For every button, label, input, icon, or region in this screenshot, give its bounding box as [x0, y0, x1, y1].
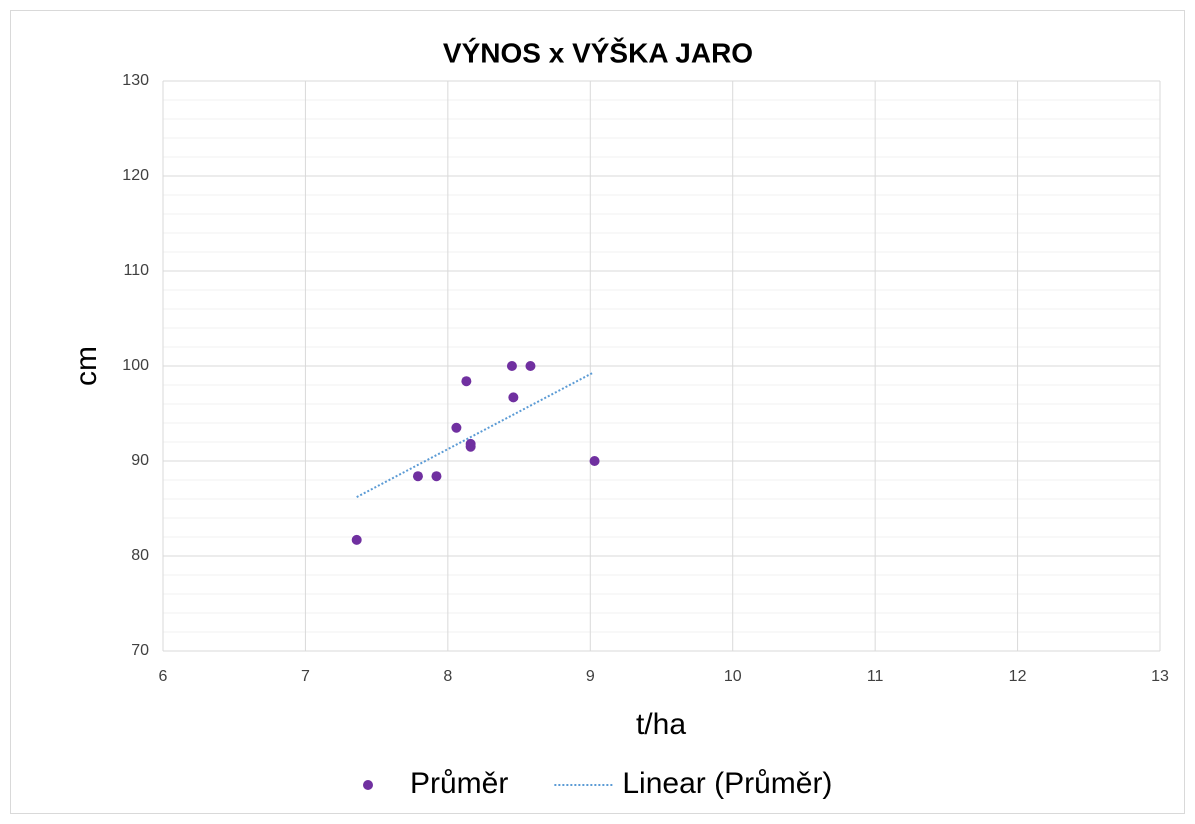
- legend-label: Linear (Průměr): [622, 767, 832, 800]
- x-tick-label: 12: [1009, 668, 1027, 685]
- y-tick-label: 90: [131, 452, 149, 469]
- legend-swatch: [363, 780, 373, 790]
- chart-border: [10, 10, 1185, 814]
- point: [351, 534, 362, 545]
- point: [508, 392, 519, 403]
- y-tick-label: 80: [131, 547, 149, 564]
- point: [431, 471, 442, 482]
- y-tick-label: 110: [123, 262, 149, 279]
- trendline: [356, 371, 594, 498]
- x-tick-label: 7: [301, 668, 310, 685]
- x-tick-label: 11: [867, 668, 884, 685]
- y-tick-label: 120: [122, 167, 149, 184]
- point: [506, 361, 517, 371]
- point: [461, 376, 472, 387]
- x-tick-label: 9: [586, 668, 595, 685]
- point: [589, 456, 600, 466]
- x-tick-label: 13: [1151, 668, 1169, 685]
- x-axis-label: t/ha: [636, 708, 686, 741]
- point: [465, 441, 476, 452]
- legend-label: Průměr: [410, 767, 508, 800]
- point: [412, 471, 423, 482]
- y-tick-label: 70: [131, 642, 149, 659]
- y-tick-label: 100: [122, 357, 149, 374]
- point: [525, 361, 536, 371]
- x-tick-label: 8: [443, 668, 452, 685]
- chart-title: VÝNOS x VÝŠKA JARO: [443, 36, 753, 68]
- y-tick-label: 130: [122, 72, 149, 89]
- y-axis-label: cm: [70, 346, 103, 386]
- point: [451, 422, 462, 433]
- x-tick-label: 6: [159, 668, 168, 685]
- x-tick-label: 10: [724, 668, 742, 685]
